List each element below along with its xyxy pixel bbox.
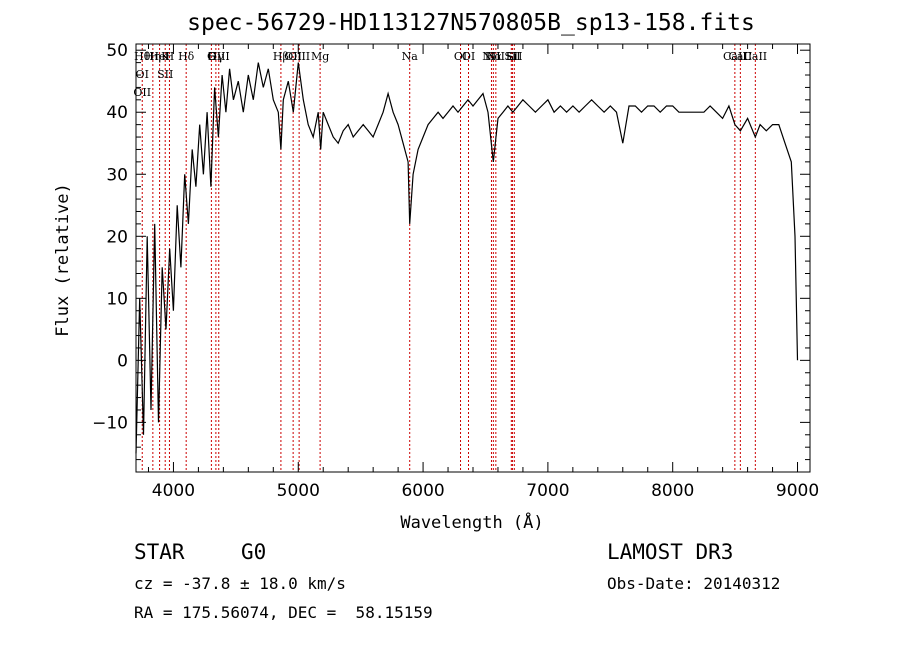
x-axis-label: Wavelength (Å)	[400, 511, 543, 533]
line-marker-label: OII	[133, 86, 151, 99]
x-tick-label: 5000	[277, 481, 320, 501]
line-marker-label: OIII	[288, 50, 310, 63]
x-tick-label: 6000	[401, 481, 444, 501]
y-tick-label: 0	[117, 351, 128, 371]
line-markers	[141, 44, 756, 472]
y-tick-label: 10	[106, 289, 128, 309]
line-marker-label: SII	[157, 68, 173, 81]
x-tick-label: 8000	[651, 481, 694, 501]
line-marker-label: SII	[504, 50, 520, 63]
x-tick-label: 7000	[526, 481, 569, 501]
line-marker-label: CaII	[723, 50, 747, 63]
subclass: G0	[241, 540, 267, 564]
line-marker-label: Hβ	[273, 50, 289, 63]
y-axis-ticks: −10 0 10 20 30 40 50	[92, 41, 810, 473]
line-marker-label: H	[165, 50, 175, 63]
spectrum-series	[135, 62, 799, 454]
redshift-text: cz = -37.8 ± 18.0 km/s	[134, 574, 346, 593]
y-tick-label: 50	[106, 41, 128, 61]
line-marker-label: HeI	[149, 50, 169, 63]
line-marker-label: Hα	[485, 50, 503, 63]
y-axis-label: Flux (relative)	[53, 183, 73, 337]
line-marker-label: Hθ	[134, 50, 151, 63]
line-marker-label: CaII	[743, 50, 767, 63]
line-marker-label: Li	[506, 50, 517, 63]
line-marker-label: OI	[136, 68, 149, 81]
object-class: STAR	[134, 540, 185, 564]
line-marker-label: OIII	[208, 50, 230, 63]
y-tick-label: 30	[106, 165, 128, 185]
line-marker-label: CaII	[729, 50, 753, 63]
obs-date: Obs-Date: 20140312	[607, 574, 781, 593]
plot-frame	[135, 43, 811, 473]
line-marker-label: NII	[487, 50, 505, 63]
line-marker-label: G	[207, 50, 216, 63]
line-marker-label: OI	[454, 50, 467, 63]
x-tick-label: 9000	[776, 481, 819, 501]
line-marker-label: Mg	[311, 50, 329, 63]
y-tick-label: −10	[92, 413, 128, 433]
line-marker-label: OII	[284, 50, 302, 63]
line-marker-label: OI	[462, 50, 475, 63]
x-tick-label: 4000	[152, 481, 195, 501]
line-marker-label: Hδ	[178, 50, 195, 63]
line-marker-label: K	[161, 50, 170, 63]
line-marker-label: Na	[402, 50, 419, 63]
x-axis-ticks: 4000 5000 6000 7000 8000 9000	[147, 44, 819, 501]
line-marker-label: Hη	[145, 50, 161, 63]
y-tick-label: 20	[106, 227, 128, 247]
spectrum-line-0	[135, 62, 799, 454]
coordinates: RA = 175.56074, DEC = 58.15159	[134, 603, 433, 622]
y-tick-label: 40	[106, 103, 128, 123]
line-marker-label: SII	[506, 50, 522, 63]
line-marker-label: NII	[482, 50, 500, 63]
line-marker-label: Hγ	[208, 50, 225, 63]
survey-name: LAMOST DR3	[607, 540, 734, 564]
chart-title: spec-56729-HD113127N570805B_sp13-158.fit…	[187, 10, 755, 36]
